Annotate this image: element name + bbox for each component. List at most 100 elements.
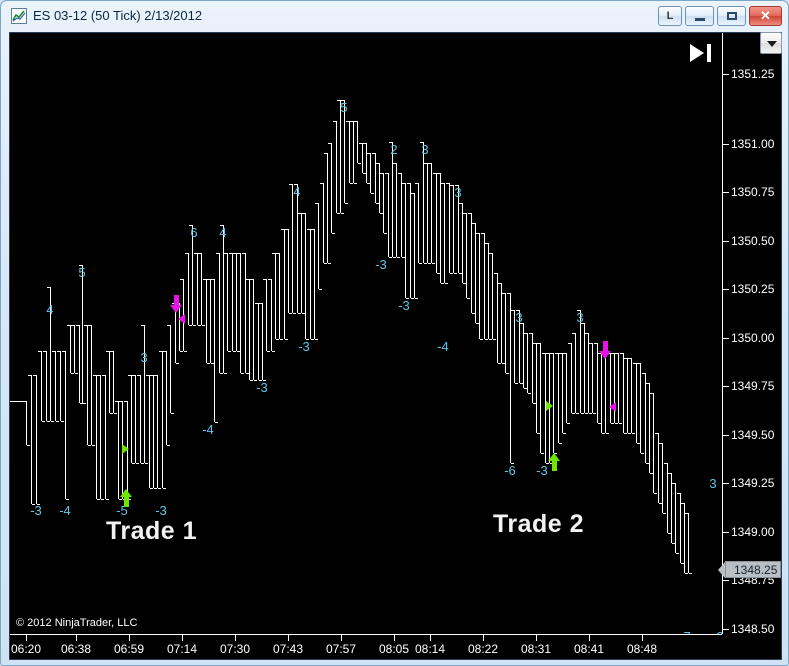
minimize-button[interactable] (685, 6, 714, 26)
price-bar (26, 401, 27, 445)
price-bar (588, 333, 589, 413)
swing-count-label: 6 (190, 225, 198, 240)
price-bar (340, 100, 341, 213)
swing-count-label: 4 (219, 225, 227, 240)
bar-open-tick (354, 121, 357, 122)
bar-close-tick (114, 413, 117, 414)
bar-close-tick (337, 213, 340, 214)
price-bar (131, 375, 132, 463)
bar-close-tick (198, 325, 201, 326)
time-tick (589, 635, 590, 641)
price-bar (201, 253, 202, 325)
price-bar (449, 183, 450, 273)
bar-close-tick (428, 263, 431, 264)
price-bar (405, 183, 406, 298)
long-fill-triangle-right-marker (122, 444, 129, 454)
bar-close-tick (315, 339, 318, 340)
bar-close-tick (106, 499, 109, 500)
price-bar (671, 473, 672, 543)
bar-close-tick (432, 263, 435, 264)
close-button[interactable]: ✕ (749, 6, 782, 26)
bar-close-tick (380, 213, 383, 214)
price-bar (305, 213, 306, 339)
bar-close-tick (476, 323, 479, 324)
price-bar (553, 353, 554, 453)
bar-close-tick (454, 273, 457, 274)
minimize-icon (695, 18, 705, 21)
price-bar (444, 183, 445, 283)
bar-close-tick (171, 413, 174, 414)
bar-open-tick (207, 279, 210, 280)
time-axis[interactable]: 06:20 06:38 06:59 07:14 07:30 07:43 07:57 08:05… (10, 635, 722, 659)
bar-close-tick (132, 463, 135, 464)
title-bar: ES 03-12 (50 Tick) 2/13/2012 L ✕ (1, 1, 789, 31)
price-bar (418, 183, 419, 263)
bar-close-tick (189, 325, 192, 326)
price-bar (636, 363, 637, 443)
bar-close-tick (88, 445, 91, 446)
swing-count-label: -3 (706, 629, 722, 634)
bar-open-tick (594, 343, 597, 344)
bar-open-tick (481, 233, 484, 234)
price-axis-line (722, 33, 723, 634)
bar-open-tick (220, 225, 223, 226)
chevron-down-icon[interactable] (760, 32, 782, 54)
price-bar (113, 351, 114, 413)
price-bar (236, 253, 237, 351)
bar-close-tick (546, 463, 549, 464)
chart-icon (11, 8, 27, 24)
price-plot-area[interactable]: 4 5 -3 -4 3 -5 -3 6 4 -4 -3 -3 4 5 2 3 -3 -3 3 -4 3 3 -6 -3 3 -7 -… (10, 33, 722, 634)
bar-open-tick (84, 325, 87, 326)
price-bar (688, 513, 689, 573)
bar-close-tick (646, 463, 649, 464)
bar-open-tick (668, 473, 671, 474)
price-bar (667, 463, 668, 533)
bar-open-tick (559, 353, 562, 354)
layout-button[interactable]: L (658, 6, 682, 26)
price-bar (601, 353, 602, 433)
price-bar (240, 253, 241, 373)
bar-close-tick (180, 351, 183, 352)
bar-close-tick (211, 363, 214, 364)
bar-close-tick (350, 183, 353, 184)
price-bar (680, 493, 681, 563)
bar-close-tick (441, 283, 444, 284)
price-bar (640, 363, 641, 453)
price-tick (723, 580, 729, 581)
bar-close-tick (581, 413, 584, 414)
bar-close-tick (615, 423, 618, 424)
skip-to-end-icon[interactable] (690, 41, 718, 65)
bar-close-tick (550, 463, 553, 464)
price-bar (379, 163, 380, 213)
bar-open-tick (402, 183, 405, 184)
price-bar (179, 303, 180, 351)
bar-open-tick (76, 325, 79, 326)
price-bar (597, 343, 598, 423)
price-tick (723, 289, 729, 290)
time-tick-label: 07:30 (219, 642, 251, 656)
price-bar (46, 351, 47, 421)
price-bar (462, 203, 463, 283)
arrow-shaft (552, 460, 557, 471)
bar-open-tick (224, 253, 227, 254)
price-bar (288, 229, 289, 313)
bar-open-tick (189, 225, 192, 226)
bar-open-tick (255, 303, 258, 304)
bar-close-tick (628, 433, 631, 434)
maximize-button[interactable] (717, 6, 746, 26)
price-tick (723, 338, 729, 339)
bar-open-tick (415, 183, 418, 184)
chart-panel[interactable]: 4 5 -3 -4 3 -5 -3 6 4 -4 -3 -3 4 5 2 3 -3 -3 3 -4 3 3 -6 -3 3 -7 -… (9, 32, 782, 660)
price-bar (253, 279, 254, 380)
bar-open-tick (23, 401, 26, 402)
swing-count-label: -5 (116, 503, 128, 518)
price-axis[interactable]: 1351.25 1351.00 1350.75 1350.50 1350.25 1350.… (718, 33, 781, 636)
swing-count-label: 3 (454, 185, 462, 200)
price-bar (475, 223, 476, 323)
bar-close-tick (154, 488, 157, 489)
bar-open-tick (137, 375, 140, 376)
swing-count-label: 2 (390, 142, 398, 157)
time-tick-label: 06:59 (113, 642, 145, 656)
price-bar (140, 375, 141, 463)
bar-close-tick (324, 263, 327, 264)
